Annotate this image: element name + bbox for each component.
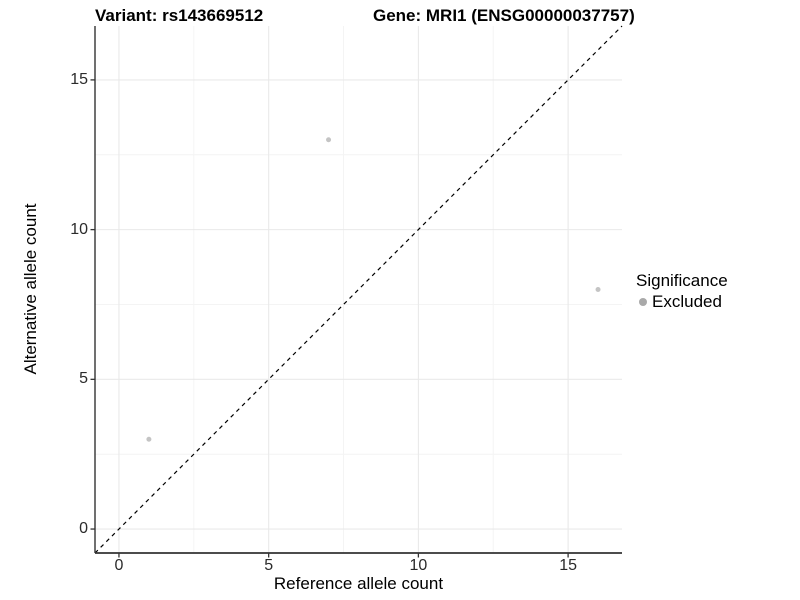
- x-tick-label: 10: [409, 557, 428, 574]
- y-axis-title: Alternative allele count: [21, 203, 40, 375]
- y-tick-label: 0: [79, 520, 88, 538]
- y-tick-label: 5: [79, 370, 88, 388]
- variant-title: Variant: rs143669512: [95, 6, 264, 25]
- x-tick-label: 0: [114, 557, 124, 574]
- gene-title: Gene: MRI1 (ENSG00000037757): [373, 6, 635, 25]
- legend: Significance Excluded: [636, 271, 728, 311]
- y-tick-label: 15: [70, 70, 88, 88]
- legend-item-label: Excluded: [652, 292, 722, 311]
- x-tick-label: 15: [559, 557, 577, 574]
- data-point: [146, 436, 152, 442]
- legend-item-excluded: Excluded: [636, 292, 728, 311]
- x-tick-label: 5: [264, 557, 274, 574]
- y-tick-label: 10: [70, 220, 88, 238]
- legend-circle-icon: [639, 297, 647, 306]
- data-point: [326, 137, 332, 143]
- x-axis-title: Reference allele count: [273, 574, 444, 593]
- identity-dashed-line: [94, 25, 623, 554]
- legend-title: Significance: [636, 271, 728, 290]
- data-point: [595, 287, 601, 292]
